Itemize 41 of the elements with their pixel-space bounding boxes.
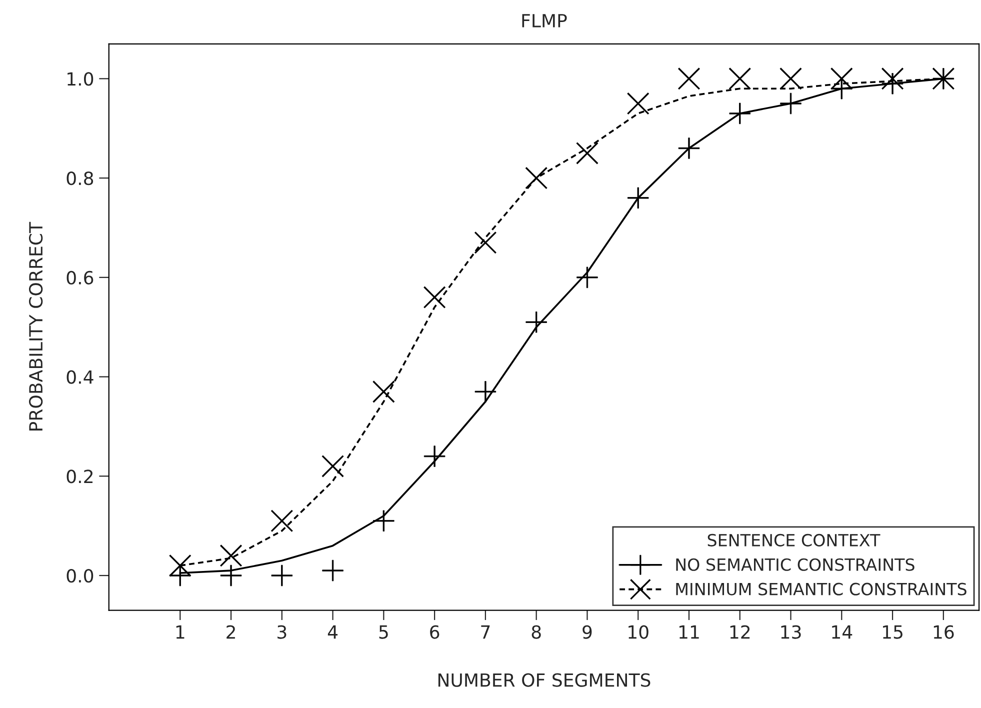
y-axis-title: PROBABILITY CORRECT	[28, 222, 43, 430]
point	[678, 67, 700, 90]
y-tick-label: 0.0	[66, 568, 94, 583]
x-tick-label: 10	[628, 625, 648, 639]
legend-title: SENTENCE CONTEXT	[708, 534, 880, 546]
x-tick-label: 3	[278, 625, 286, 639]
x-tick-label: 2	[226, 625, 235, 639]
point	[372, 380, 395, 403]
point	[322, 454, 344, 478]
point	[576, 142, 598, 164]
point	[830, 67, 853, 90]
y-tick-label: 0.8	[66, 172, 94, 186]
point	[881, 67, 904, 90]
x-tick-label: 13	[781, 625, 801, 639]
y-tick-label: 0.6	[66, 270, 94, 285]
x-tick-label: 14	[832, 625, 852, 639]
point	[270, 510, 294, 532]
x-tick-label: 8	[532, 625, 541, 639]
point	[780, 67, 802, 90]
chart-title: FLMP	[522, 14, 567, 28]
x-tick-label: 5	[379, 625, 388, 639]
point	[220, 544, 242, 567]
x-tick-label: 9	[582, 625, 592, 639]
x-tick-label: 12	[730, 625, 750, 639]
point	[474, 231, 497, 254]
x-tick-label: 16	[934, 625, 954, 639]
x-tick-label: 15	[883, 625, 902, 639]
y-tick-label: 0.4	[66, 370, 94, 384]
x-tick-label: 7	[481, 625, 490, 639]
y-tick-label: 0.2	[66, 470, 92, 484]
x-tick-label: 1	[176, 625, 184, 639]
x-tick-label: 11	[679, 625, 699, 639]
legend-label: MINIMUM SEMANTIC CONSTRAINTS	[676, 582, 966, 596]
x-tick-label: 4	[328, 625, 338, 639]
point	[728, 67, 752, 90]
x-axis-title: NUMBER OF SEGMENTS	[438, 673, 650, 687]
legend-label: NO SEMANTIC CONSTRAINTS	[676, 558, 914, 571]
x-tick-label: 6	[430, 625, 440, 639]
y-tick-label: 1.0	[68, 72, 94, 86]
point	[626, 92, 650, 115]
point	[423, 286, 446, 309]
